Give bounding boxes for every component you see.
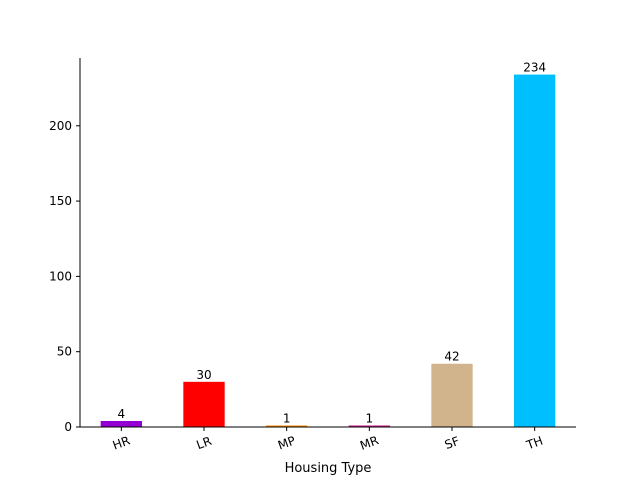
y-tick-label: 0 [64, 420, 72, 434]
y-axis-ticks: 0 50 100 150 200 [49, 119, 80, 434]
x-axis-ticks: HR LR MP MR SF TH [111, 427, 545, 453]
y-tick-label: 100 [49, 269, 72, 283]
y-tick-label: 150 [49, 194, 72, 208]
x-tick-label: MR [358, 433, 380, 453]
x-tick-label: LR [195, 434, 214, 452]
bar-sf [431, 363, 473, 427]
bar-mr [348, 425, 390, 427]
y-tick-label: 50 [57, 345, 72, 359]
bar-value-label-sf: 42 [444, 350, 459, 364]
x-axis-label: Housing Type [285, 461, 372, 476]
y-tick-label: 200 [49, 119, 72, 133]
bar-value-label-hr: 4 [118, 407, 126, 421]
x-tick-label: MP [276, 433, 297, 452]
bar-value-label-mr: 1 [366, 411, 374, 425]
bar-value-label-mp: 1 [283, 411, 291, 425]
bar-value-label-lr: 30 [196, 368, 211, 382]
bar-hr [100, 420, 142, 427]
bar-th [514, 74, 556, 427]
bar-lr [183, 381, 225, 427]
x-tick-label: SF [443, 434, 462, 452]
bar-mp [266, 425, 308, 427]
bar-value-label-th: 234 [523, 61, 546, 75]
bars-group [100, 74, 556, 427]
x-tick-label: TH [524, 434, 545, 453]
bar-value-labels: 4 30 1 1 42 234 [118, 61, 547, 426]
x-tick-label: HR [111, 433, 132, 452]
